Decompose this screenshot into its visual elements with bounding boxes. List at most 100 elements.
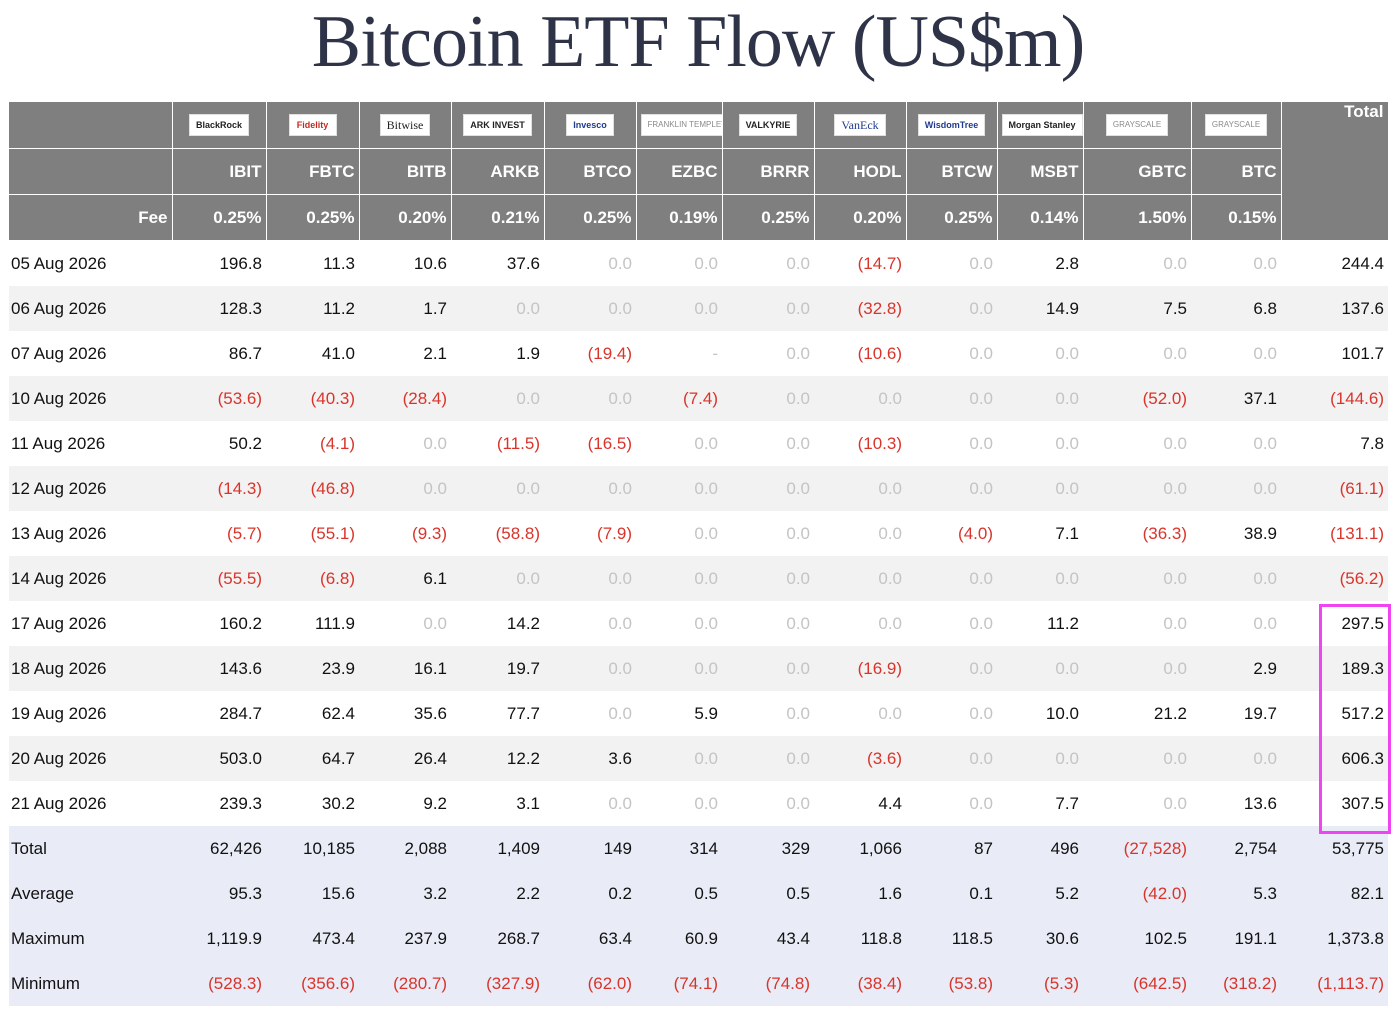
- row-date: 05 Aug 2026: [9, 240, 172, 286]
- row-date: 10 Aug 2026: [9, 376, 172, 421]
- ticker-header: BTCW: [906, 148, 998, 195]
- table-row: 07 Aug 2026 86.7 41.0 2.1 1.9 (19.4) -0.0 (10.6…: [9, 331, 1388, 376]
- flow-cell: 1,119.9: [172, 916, 266, 961]
- fee-value: 0.25%: [266, 194, 360, 241]
- flow-cell: 0.0: [544, 781, 636, 826]
- flow-cell: 0.0: [997, 736, 1083, 781]
- row-total: 297.5: [1281, 601, 1388, 646]
- flow-cell: (53.8): [906, 961, 997, 1006]
- flow-cell: 0.0: [906, 646, 997, 691]
- flow-cell: (19.4): [544, 331, 636, 376]
- flow-cell: 503.0: [172, 736, 266, 781]
- row-total: (61.1): [1281, 466, 1388, 511]
- grayscale-logo: GRAYSCALE: [1204, 114, 1268, 136]
- flow-cell: (6.8): [266, 556, 359, 601]
- flow-cell: (14.7): [814, 240, 906, 286]
- flow-cell: 0.0: [1083, 781, 1191, 826]
- flow-cell: 0.0: [906, 601, 997, 646]
- flow-cell: 0.1: [906, 871, 997, 916]
- flow-cell: 37.1: [1191, 376, 1281, 421]
- flow-cell: 16.1: [359, 646, 451, 691]
- flow-cell: 0.0: [359, 421, 451, 466]
- flow-cell: 38.9: [1191, 511, 1281, 556]
- fee-header-row: Fee 0.25% 0.25% 0.20% 0.21% 0.25% 0.19% …: [9, 194, 1388, 241]
- flow-cell: 3.6: [544, 736, 636, 781]
- flow-cell: 5.2: [997, 871, 1083, 916]
- flow-cell: (28.4): [359, 376, 451, 421]
- flow-cell: 77.7: [451, 691, 544, 736]
- fee-value: 0.20%: [359, 194, 452, 241]
- flow-cell: 0.0: [1083, 556, 1191, 601]
- flow-cell: 14.2: [451, 601, 544, 646]
- flow-cell: (14.3): [172, 466, 266, 511]
- row-date: 13 Aug 2026: [9, 511, 172, 556]
- flow-cell: 496: [997, 826, 1083, 871]
- flow-cell: 0.0: [544, 376, 636, 421]
- flow-cell: 0.0: [722, 240, 814, 286]
- flow-cell: 0.0: [906, 376, 997, 421]
- flow-cell: 2.9: [1191, 646, 1281, 691]
- flow-cell: (11.5): [451, 421, 544, 466]
- flow-cell: (356.6): [266, 961, 359, 1006]
- vaneck-logo: VanEck: [834, 114, 886, 136]
- flow-cell: 30.2: [266, 781, 359, 826]
- flow-cell: 0.0: [1191, 556, 1281, 601]
- ticker-header: BTC: [1191, 148, 1282, 195]
- flow-cell: (16.5): [544, 421, 636, 466]
- flow-cell: 0.0: [814, 556, 906, 601]
- flow-cell: 0.0: [906, 736, 997, 781]
- flow-cell: 237.9: [359, 916, 451, 961]
- flow-cell: 60.9: [636, 916, 722, 961]
- ticker-header-row: IBIT FBTC BITB ARKB BTCO EZBC BRRR HODL …: [9, 148, 1388, 195]
- fee-value: 0.20%: [814, 194, 907, 241]
- flow-cell: 0.0: [1083, 646, 1191, 691]
- table-row: 06 Aug 2026 128.3 11.2 1.7 0.0 0.0 0.0 0.0 (32.8…: [9, 286, 1388, 331]
- row-date: 06 Aug 2026: [9, 286, 172, 331]
- flow-cell: (327.9): [451, 961, 544, 1006]
- flow-cell: 329: [722, 826, 814, 871]
- franklin-templeton-logo: FRANKLIN TEMPLETON: [640, 114, 721, 136]
- summary-row: Total 62,426 10,185 2,088 1,409 149 314 329 1,06…: [9, 826, 1388, 871]
- flow-cell: (27,528): [1083, 826, 1191, 871]
- row-date: 12 Aug 2026: [9, 466, 172, 511]
- flow-cell: 191.1: [1191, 916, 1281, 961]
- flow-cell: (16.9): [814, 646, 906, 691]
- flow-cell: (528.3): [172, 961, 266, 1006]
- flow-cell: 128.3: [172, 286, 266, 331]
- flow-cell: 0.0: [544, 240, 636, 286]
- row-total: 82.1: [1281, 871, 1388, 916]
- flow-cell: 0.0: [1083, 331, 1191, 376]
- flow-cell: 0.0: [814, 466, 906, 511]
- flow-cell: 7.5: [1083, 286, 1191, 331]
- fee-value: 0.15%: [1191, 194, 1282, 241]
- flow-cell: 62.4: [266, 691, 359, 736]
- flow-cell: 1,066: [814, 826, 906, 871]
- flow-cell: 0.0: [906, 691, 997, 736]
- table-row: 14 Aug 2026 (55.5) (6.8) 6.1 0.0 0.0 0.0 0.0 0.0…: [9, 556, 1388, 601]
- flow-cell: 102.5: [1083, 916, 1191, 961]
- row-total: (56.2): [1281, 556, 1388, 601]
- fidelity-logo: Fidelity: [288, 114, 337, 136]
- ticker-header: FBTC: [266, 148, 360, 195]
- ticker-header: BRRR: [722, 148, 815, 195]
- flow-cell: 63.4: [544, 916, 636, 961]
- flow-cell: 0.0: [1083, 421, 1191, 466]
- flow-cell: 0.0: [636, 556, 722, 601]
- flow-cell: (4.0): [906, 511, 997, 556]
- flow-cell: 149: [544, 826, 636, 871]
- flow-cell: 43.4: [722, 916, 814, 961]
- fund-logo-cell: VanEck: [814, 102, 907, 149]
- flow-cell: (5.3): [997, 961, 1083, 1006]
- flow-cell: 0.0: [814, 601, 906, 646]
- row-total: 1,373.8: [1281, 916, 1388, 961]
- flow-cell: 0.0: [636, 511, 722, 556]
- flow-cell: 0.0: [636, 466, 722, 511]
- row-date: 17 Aug 2026: [9, 601, 172, 646]
- flow-cell: 1.9: [451, 331, 544, 376]
- summary-row: Minimum (528.3) (356.6) (280.7) (327.9) (62.0…: [9, 961, 1388, 1006]
- wisdomtree-logo: WisdomTree: [917, 114, 986, 136]
- flow-cell: 0.0: [451, 376, 544, 421]
- row-date: 18 Aug 2026: [9, 646, 172, 691]
- flow-cell: 0.0: [722, 376, 814, 421]
- table-row: 12 Aug 2026 (14.3) (46.8) 0.0 0.0 0.0 0.0 0.0 0.…: [9, 466, 1388, 511]
